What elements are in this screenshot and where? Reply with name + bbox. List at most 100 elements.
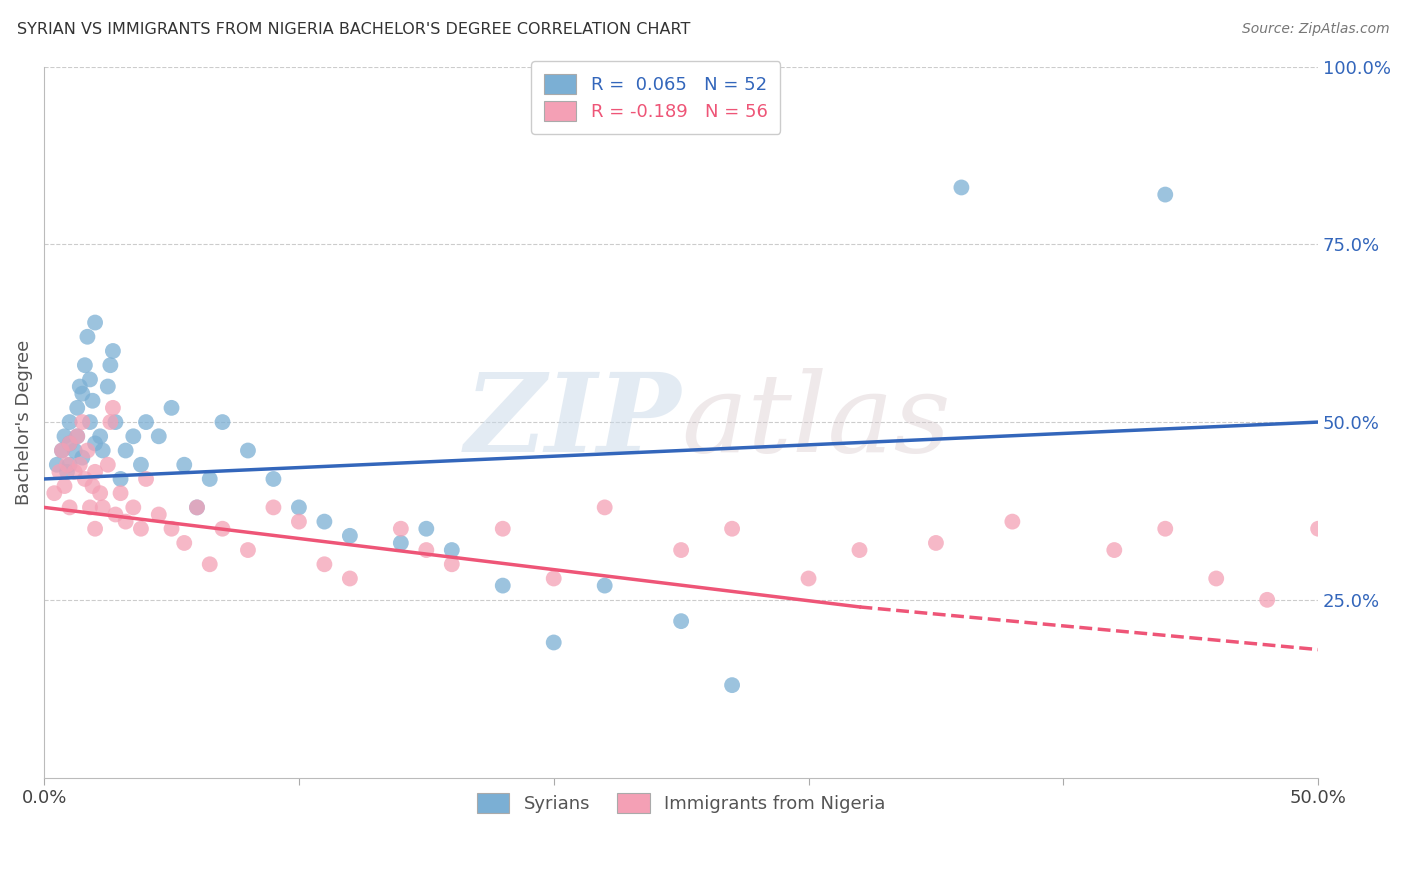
Point — [543, 572, 565, 586]
Point — [173, 458, 195, 472]
Point — [1154, 522, 1177, 536]
Point — [262, 472, 284, 486]
Point — [73, 358, 96, 372]
Point — [1001, 515, 1024, 529]
Point — [63, 443, 86, 458]
Point — [58, 415, 80, 429]
Point — [122, 500, 145, 515]
Point — [53, 429, 76, 443]
Point — [160, 401, 183, 415]
Point — [56, 458, 79, 472]
Point — [84, 316, 107, 330]
Y-axis label: Bachelor's Degree: Bachelor's Degree — [15, 340, 32, 505]
Point — [98, 358, 121, 372]
Point — [84, 436, 107, 450]
Point — [236, 443, 259, 458]
Point — [440, 543, 463, 558]
Point — [1308, 522, 1330, 536]
Point — [543, 635, 565, 649]
Point — [492, 579, 515, 593]
Point — [114, 515, 136, 529]
Point — [110, 486, 132, 500]
Point — [89, 429, 111, 443]
Point — [63, 465, 86, 479]
Point — [89, 486, 111, 500]
Point — [593, 579, 616, 593]
Point — [925, 536, 948, 550]
Text: ZIP: ZIP — [464, 368, 681, 475]
Point — [79, 500, 101, 515]
Point — [72, 386, 94, 401]
Point — [211, 522, 233, 536]
Point — [44, 486, 66, 500]
Point — [72, 450, 94, 465]
Point — [950, 180, 973, 194]
Point — [389, 536, 412, 550]
Text: atlas: atlas — [681, 368, 950, 475]
Point — [58, 436, 80, 450]
Point — [148, 429, 170, 443]
Point — [211, 415, 233, 429]
Point — [848, 543, 870, 558]
Point — [389, 522, 412, 536]
Point — [593, 500, 616, 515]
Point — [173, 536, 195, 550]
Point — [135, 415, 157, 429]
Point — [262, 500, 284, 515]
Point — [339, 529, 361, 543]
Point — [91, 443, 114, 458]
Point — [236, 543, 259, 558]
Point — [1205, 572, 1227, 586]
Point — [84, 522, 107, 536]
Point — [82, 393, 104, 408]
Point — [160, 522, 183, 536]
Point — [45, 458, 67, 472]
Point — [58, 458, 80, 472]
Point — [198, 558, 221, 572]
Point — [114, 443, 136, 458]
Point — [72, 415, 94, 429]
Point — [51, 443, 73, 458]
Point — [440, 558, 463, 572]
Text: Source: ZipAtlas.com: Source: ZipAtlas.com — [1241, 22, 1389, 37]
Point — [492, 522, 515, 536]
Point — [66, 429, 89, 443]
Point — [415, 522, 437, 536]
Point — [69, 458, 91, 472]
Point — [129, 458, 152, 472]
Point — [135, 472, 157, 486]
Point — [66, 429, 89, 443]
Point — [97, 379, 120, 393]
Point — [98, 415, 121, 429]
Point — [288, 515, 311, 529]
Point — [415, 543, 437, 558]
Point — [56, 465, 79, 479]
Point — [58, 500, 80, 515]
Point — [101, 343, 124, 358]
Point — [76, 330, 98, 344]
Point — [148, 508, 170, 522]
Point — [48, 465, 70, 479]
Point — [73, 472, 96, 486]
Point — [669, 614, 692, 628]
Point — [69, 379, 91, 393]
Point — [79, 372, 101, 386]
Point — [1154, 187, 1177, 202]
Point — [58, 436, 80, 450]
Point — [79, 415, 101, 429]
Point — [51, 443, 73, 458]
Text: SYRIAN VS IMMIGRANTS FROM NIGERIA BACHELOR'S DEGREE CORRELATION CHART: SYRIAN VS IMMIGRANTS FROM NIGERIA BACHEL… — [17, 22, 690, 37]
Point — [288, 500, 311, 515]
Point — [1256, 592, 1278, 607]
Point — [186, 500, 208, 515]
Point — [797, 572, 820, 586]
Point — [314, 558, 336, 572]
Point — [721, 678, 744, 692]
Point — [76, 443, 98, 458]
Point — [82, 479, 104, 493]
Point — [339, 572, 361, 586]
Point — [104, 508, 127, 522]
Point — [97, 458, 120, 472]
Point — [91, 500, 114, 515]
Point — [101, 401, 124, 415]
